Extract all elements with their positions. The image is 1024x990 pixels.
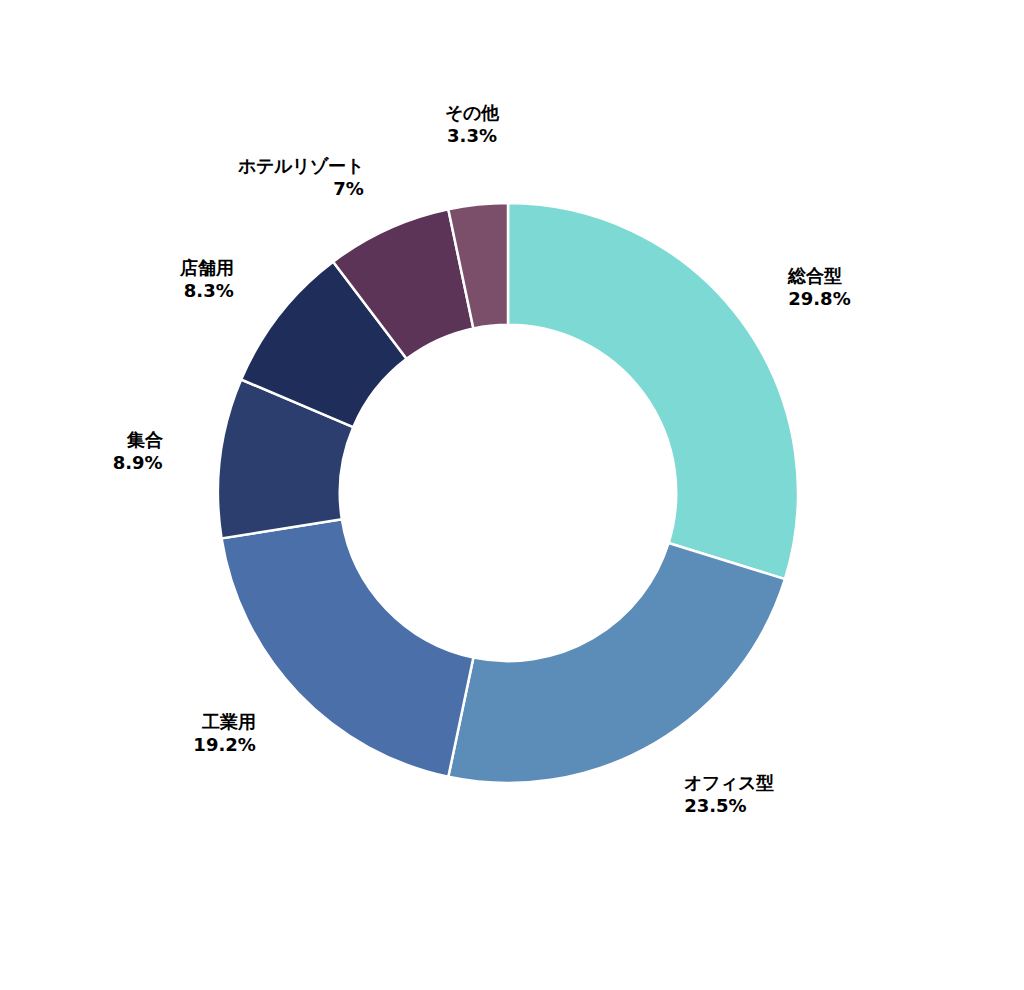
svg-text:集合8.9%: 集合8.9%	[113, 428, 163, 472]
svg-text:その他3.3%: その他3.3%	[445, 102, 500, 146]
svg-text:店舗用8.3%: 店舗用8.3%	[179, 257, 234, 301]
svg-text:工業用19.2%: 工業用19.2%	[193, 711, 255, 755]
svg-text:ホテルリゾート7%: ホテルリゾート7%	[237, 154, 364, 198]
svg-text:総合型29.8%: 総合型29.8%	[787, 265, 850, 309]
svg-text:オフィス型23.5%: オフィス型23.5%	[684, 771, 774, 815]
